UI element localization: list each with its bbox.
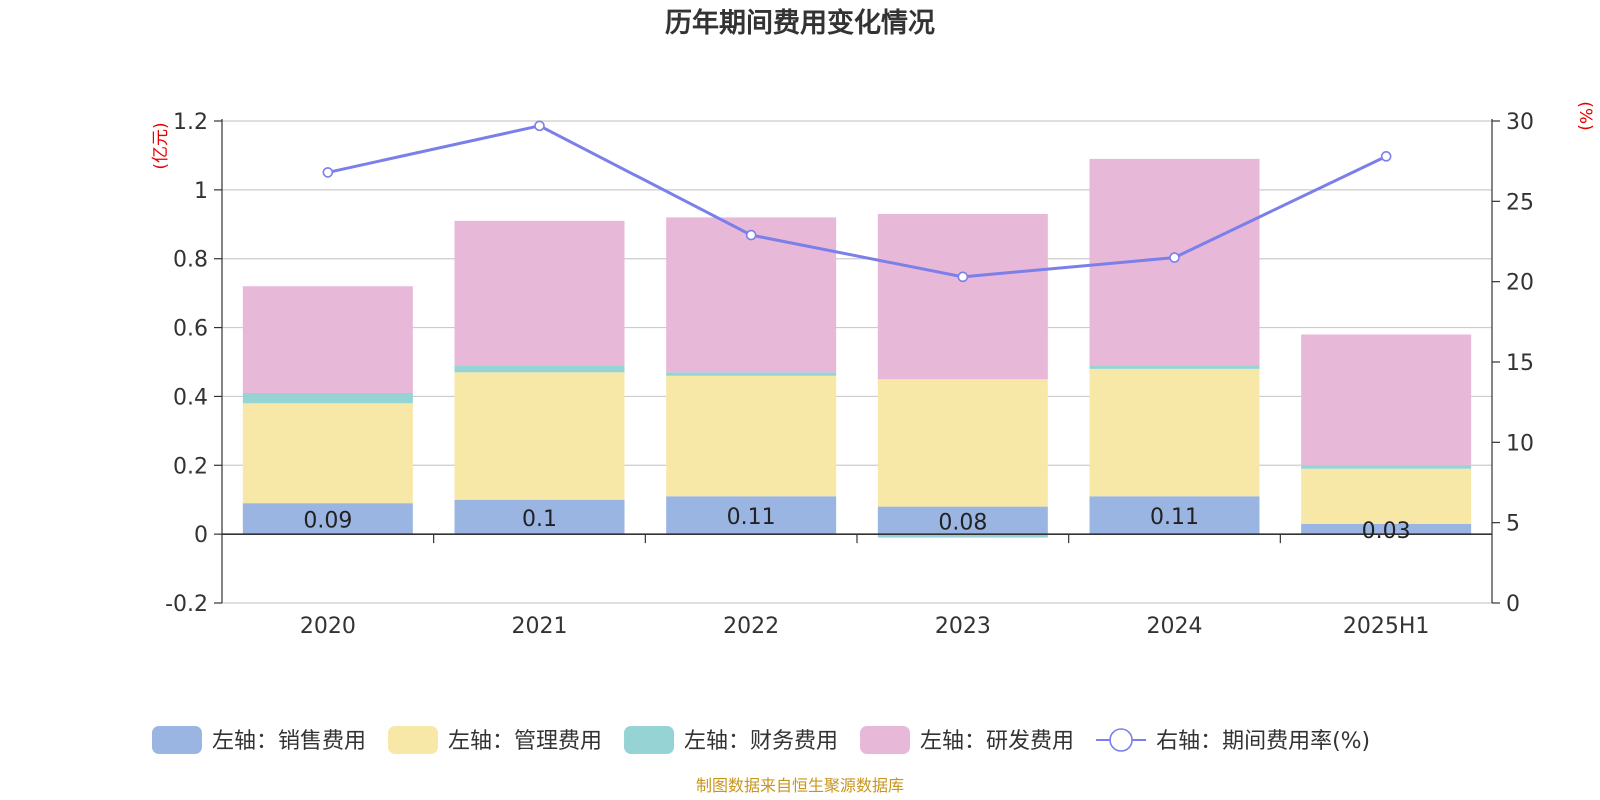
right-tick-label: 20 <box>1506 271 1534 296</box>
bar-segment <box>877 534 1048 538</box>
rate-point <box>745 229 757 241</box>
left-tick-label: 0.2 <box>173 454 208 479</box>
legend-label: 左轴：研发费用 <box>920 729 1074 754</box>
rate-point <box>1380 151 1392 162</box>
bar-segment <box>666 375 837 497</box>
rate-point <box>322 167 334 178</box>
bar-segment <box>1301 468 1472 524</box>
bar-segment <box>1301 334 1472 466</box>
right-axis-unit: (%) <box>1575 101 1595 130</box>
bar-data-label: 0.03 <box>1362 519 1411 544</box>
bar-segment <box>454 220 625 366</box>
chart-title: 历年期间费用变化情况 <box>665 7 935 39</box>
bar-series <box>242 158 1472 538</box>
bar-data-label: 0.11 <box>727 505 776 530</box>
bar-segment <box>1089 365 1260 369</box>
legend-swatch <box>860 726 911 754</box>
right-tick-label: 0 <box>1506 592 1520 617</box>
rate-line <box>327 124 1387 279</box>
bar-segment <box>877 379 1048 507</box>
bar-segment <box>666 217 837 373</box>
left-tick-label: 0 <box>194 523 208 548</box>
bar-segment <box>877 506 1048 535</box>
bar-segment <box>1301 523 1472 535</box>
legend-swatch <box>152 726 202 754</box>
category-label: 2020 <box>300 614 356 639</box>
bar-segment <box>877 213 1048 380</box>
rate-point <box>534 120 545 132</box>
bar-segment <box>242 403 413 504</box>
category-label: 2024 <box>1147 614 1203 639</box>
category-label: 2025H1 <box>1343 614 1430 639</box>
line-series <box>322 120 1392 283</box>
footer-source: 制图数据来自恒生聚源数据库 <box>696 776 904 795</box>
bar-segment <box>242 503 413 535</box>
left-tick-label: 0.8 <box>173 248 208 273</box>
bar-data-label: 0.09 <box>303 509 352 534</box>
left-tick-label: -0.2 <box>165 592 208 617</box>
legend-swatch <box>388 726 439 754</box>
right-tick-label: 15 <box>1506 351 1534 376</box>
right-tick-label: 25 <box>1506 190 1534 215</box>
right-tick-label: 30 <box>1506 110 1534 135</box>
axes: 1.2 1 0.8 0.6 0.4 0.2 0 -0.2 30 25 20 15 10 5 0 2020 202… <box>165 110 1534 639</box>
legend-marker <box>1109 728 1133 752</box>
bar-segment <box>242 286 413 393</box>
right-tick-label: 10 <box>1506 431 1534 456</box>
left-tick-label: 1 <box>194 179 208 204</box>
category-label: 2021 <box>512 614 568 639</box>
left-tick-label: 1.2 <box>173 110 208 135</box>
legend-swatch <box>624 726 675 754</box>
category-label: 2023 <box>935 614 991 639</box>
bar-segment <box>666 372 837 376</box>
rate-point <box>957 271 969 283</box>
legend-label: 左轴：管理费用 <box>448 729 602 754</box>
bar-segment <box>242 392 413 404</box>
rate-point <box>1169 252 1180 263</box>
data-labels: 0.09 0.1 0.11 0.08 0.11 0.03 <box>303 505 1410 544</box>
category-label: 2022 <box>723 614 779 639</box>
left-tick-label: 0.4 <box>173 385 208 410</box>
legend-label: 左轴：财务费用 <box>684 729 838 754</box>
bar-segment <box>1301 465 1472 469</box>
bar-data-label: 0.1 <box>522 507 557 532</box>
bar-data-label: 0.11 <box>1150 505 1199 530</box>
legend-label: 左轴：销售费用 <box>212 729 366 754</box>
left-tick-label: 0.6 <box>173 317 208 342</box>
bar-segment <box>1089 368 1260 497</box>
legend: 左轴：销售费用 左轴：管理费用 左轴：财务费用 左轴：研发费用 右轴：期间费用率(%) <box>152 726 1370 754</box>
left-axis-unit: (亿元) <box>151 122 171 169</box>
bar-segment <box>454 499 625 535</box>
bar-segment <box>454 372 625 500</box>
bar-segment <box>454 365 625 373</box>
legend-label: 右轴：期间费用率(%) <box>1156 729 1370 754</box>
right-tick-label: 5 <box>1506 512 1520 537</box>
bar-segment <box>1089 496 1260 535</box>
bar-segment <box>666 496 837 535</box>
bar-data-label: 0.08 <box>938 510 987 535</box>
